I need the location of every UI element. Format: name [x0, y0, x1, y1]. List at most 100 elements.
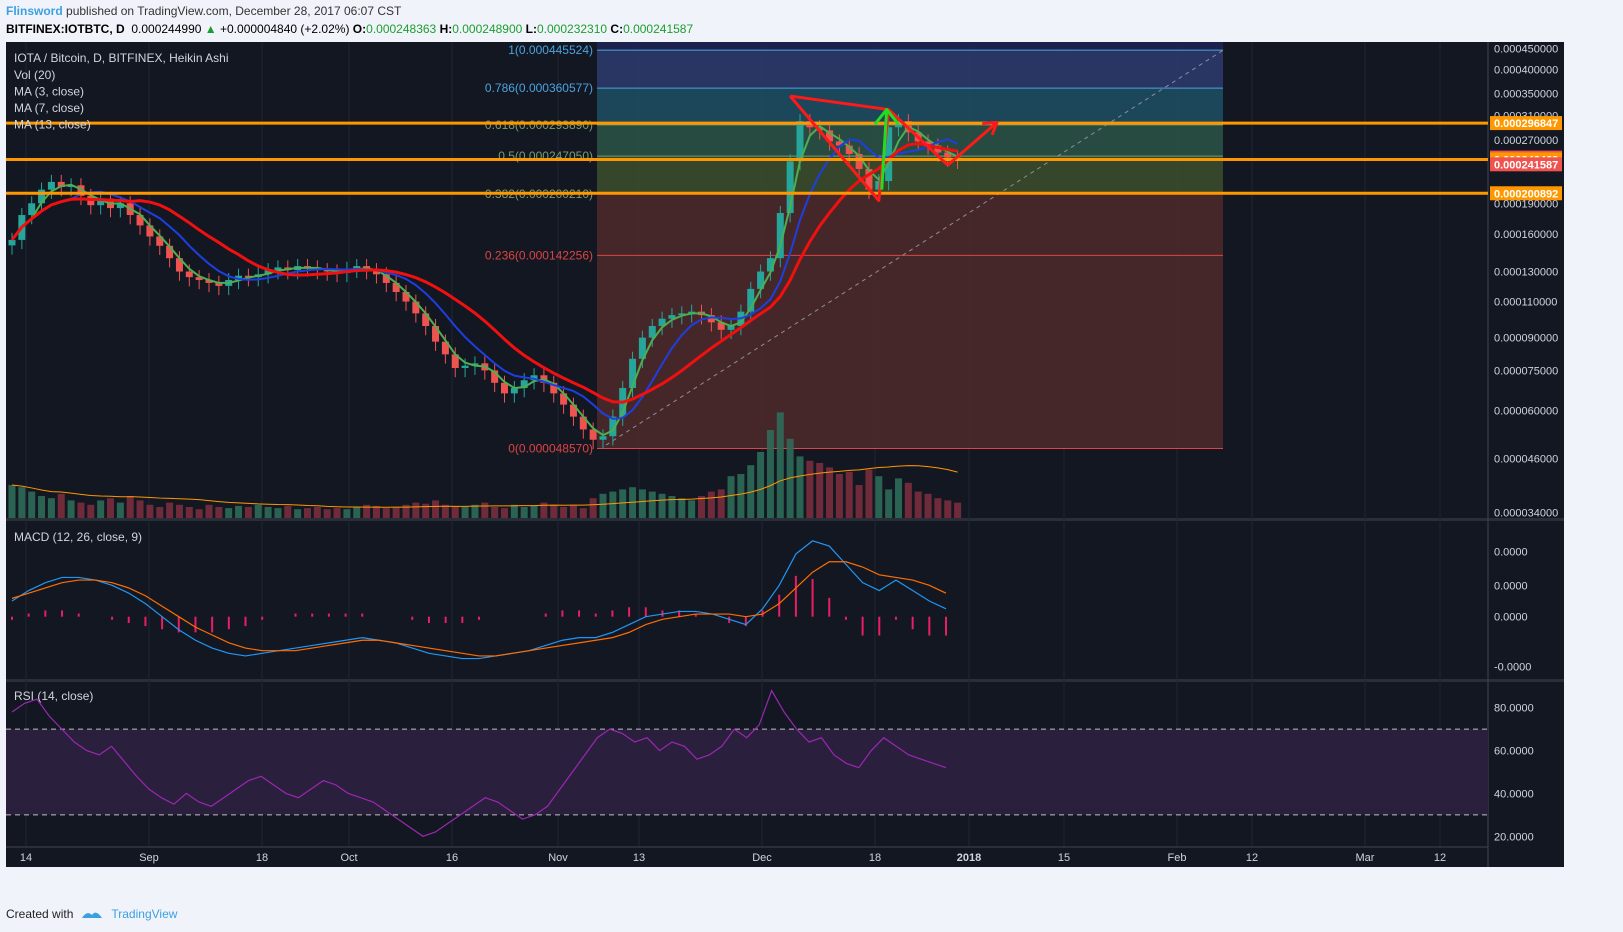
volume-bar [77, 502, 85, 518]
candle-body [274, 267, 282, 271]
pane-divider [6, 518, 1564, 521]
candle-body [629, 358, 637, 389]
rsi-tick-label: 20.0000 [1494, 831, 1534, 843]
volume-bar [441, 504, 449, 518]
candle-body [471, 363, 479, 366]
price-tick-label: 0.000075000 [1494, 365, 1558, 377]
candle-body [648, 326, 656, 338]
candle-body [520, 380, 528, 389]
volume-bar [294, 509, 302, 518]
time-tick-label: 18 [869, 852, 881, 864]
fib-level-label: 0.618(0.000293890) [485, 118, 593, 132]
volume-bar [550, 504, 558, 518]
volume-bar [156, 507, 164, 518]
candle-body [304, 266, 311, 268]
candle-body [510, 388, 518, 394]
candle-body [530, 375, 538, 381]
candle-body [609, 416, 617, 437]
time-tick-label: Mar [1356, 852, 1375, 864]
ma13-line [10, 141, 958, 404]
volume-bar [865, 469, 873, 518]
volume-bar [235, 505, 243, 518]
rsi-title: RSI (14, close) [14, 689, 93, 703]
volume-bar [904, 482, 912, 518]
rsi-line [11, 689, 947, 837]
price-tick-label: 0.000450000 [1494, 43, 1558, 55]
volume-bar [166, 502, 174, 518]
fib-zone [597, 88, 1223, 125]
candle-body [845, 145, 853, 154]
volume-bar [757, 452, 765, 518]
rsi-tick-label: 40.0000 [1494, 788, 1534, 800]
volume-bar [205, 504, 213, 518]
volume-bar [698, 496, 705, 518]
candle-body [875, 181, 883, 190]
volume-bar [225, 508, 233, 518]
volume-bar [195, 509, 203, 518]
candle-body [264, 270, 272, 275]
fib-zone [597, 42, 1223, 51]
time-tick-label: Oct [340, 852, 357, 864]
indicator-label: MA (7, close) [14, 101, 84, 115]
pane-divider [6, 679, 1564, 682]
chart-title: IOTA / Bitcoin, D, BITFINEX, Heikin Ashi [14, 51, 229, 65]
macd-tick-label: 0.0000 [1494, 612, 1528, 624]
price-tick-label: 0.000160000 [1494, 229, 1558, 241]
ma3-line [11, 124, 959, 437]
macd-title: MACD (12, 26, close, 9) [14, 530, 142, 544]
volume-bar [845, 471, 853, 518]
indicator-label: Vol (20) [14, 68, 55, 82]
signal-line [11, 561, 947, 657]
author-link[interactable]: Flinsword [6, 4, 63, 18]
last-price: 0.000244990 [131, 22, 202, 36]
volume-bar [658, 493, 666, 518]
volume-bar [924, 493, 932, 518]
candle-body [8, 239, 16, 246]
candle-body [402, 292, 410, 302]
fib-level-label: 1(0.000445524) [508, 43, 593, 57]
candle-body [501, 382, 508, 394]
candle-body [599, 436, 607, 440]
rsi-tick-label: 80.0000 [1494, 703, 1534, 715]
volume-bar [826, 467, 834, 518]
volume-bar [678, 498, 686, 518]
candle-body [382, 274, 390, 283]
volume-bar [520, 507, 528, 518]
volume-bar [717, 489, 725, 518]
low-value: 0.000232310 [536, 22, 608, 36]
candle-body [658, 318, 666, 327]
time-tick-label: Dec [752, 852, 772, 864]
high-value: 0.000248900 [452, 22, 523, 36]
candle-body [146, 225, 154, 237]
candle-body [668, 315, 676, 319]
ma7-line [11, 138, 959, 420]
price-tick-label: 0.000400000 [1494, 64, 1558, 76]
volume-bar [619, 489, 627, 518]
candle-body [826, 130, 834, 142]
candle-body [638, 337, 646, 359]
price-tick-label: 0.000190000 [1494, 198, 1558, 210]
price-tick-label: 0.000130000 [1494, 267, 1558, 279]
volume-bar [707, 491, 715, 518]
volume-bar [451, 505, 459, 518]
volume-bar [579, 508, 587, 518]
candle-body [579, 416, 587, 430]
volume-bar [895, 478, 902, 518]
price-label-text: 0.000200892 [1494, 188, 1558, 200]
volume-bar [28, 491, 36, 518]
volume-bar [323, 509, 331, 518]
price-change: +0.000004840 (+2.02%) [220, 22, 350, 36]
low-label: L: [525, 22, 537, 36]
tradingview-logo-icon [82, 912, 103, 918]
volume-bar [284, 505, 292, 518]
tradingview-link[interactable]: TradingView [111, 907, 178, 921]
price-label-badge [1490, 157, 1562, 172]
fib-level-label: 0.236(0.000142256) [485, 248, 593, 262]
candle-body [885, 127, 893, 182]
candle-body [589, 429, 597, 440]
green-arrow-annotation [880, 109, 889, 190]
chart-canvas[interactable]: 1(0.000445524) 0.786(0.000360577) 0.618(0.… [6, 42, 1564, 904]
volume-bar [8, 485, 16, 518]
volume-bar [875, 476, 883, 518]
candle-body [796, 121, 804, 162]
